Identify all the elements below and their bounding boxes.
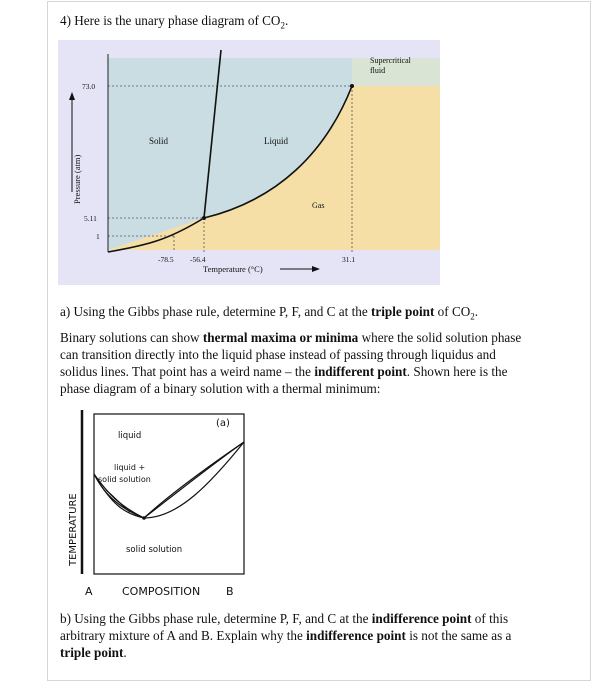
part-a-line-2: can transition directly into the liquid … — [60, 347, 496, 362]
solid-liquid-region — [108, 58, 352, 250]
supercritical-label-1: Supercritical — [370, 56, 412, 65]
two-phase-label-1: liquid + — [114, 463, 145, 472]
pressure-tick-511: 5.11 — [84, 214, 97, 223]
pressure-tick-1: 1 — [96, 232, 100, 241]
solid-label: Solid — [149, 136, 169, 146]
sublimation-curve — [107, 217, 205, 253]
temperature-axis-label: Temperature (°C) — [203, 264, 263, 274]
pressure-tick-73: 73.0 — [82, 82, 95, 91]
pressure-axis-label: Pressure (atm) — [72, 154, 82, 204]
temp-tick-785: -78.5 — [158, 255, 174, 264]
vaporization-curve — [203, 85, 353, 219]
temp-tick-564: -56.4 — [190, 255, 206, 264]
gas-label: Gas — [312, 201, 324, 210]
page-border — [47, 1, 591, 681]
x-left-label: A — [85, 585, 93, 598]
triple-point — [202, 216, 206, 220]
part-a-question: a) Using the Gibbs phase rule, determine… — [60, 304, 479, 322]
part-a-line-1: Binary solutions can show thermal maxima… — [60, 330, 522, 345]
melting-curve — [203, 49, 222, 219]
gas-region — [108, 58, 440, 250]
binary-phase-diagram: (a) liquid liquid + solid solution solid… — [68, 410, 245, 598]
composition-label: COMPOSITION — [122, 585, 200, 598]
two-phase-label-2: solid solution — [98, 475, 151, 484]
pointer-line — [105, 489, 131, 513]
part-b-line-1: b) Using the Gibbs phase rule, determine… — [60, 611, 509, 626]
supercritical-region — [352, 58, 440, 86]
solidus-curve — [93, 441, 245, 519]
temp-tick-311: 31.1 — [342, 255, 355, 264]
diagram-box — [93, 413, 245, 575]
indifferent-point — [142, 516, 146, 520]
dashed-guides — [108, 85, 353, 252]
temperature-axis-label: TEMPERATURE — [68, 493, 79, 567]
temperature-arrowhead — [312, 266, 320, 272]
part-a-line-3: solidus lines. That point has a weird na… — [60, 364, 508, 379]
part-a-line-4: phase diagram of a binary solution with … — [60, 381, 381, 396]
co2-phase-diagram: Solid Liquid Gas Supercritical fluid 73.… — [58, 40, 440, 285]
question-4-heading: 4) Here is the unary phase diagram of CO… — [60, 13, 289, 31]
liquid-label: Liquid — [264, 136, 288, 146]
part-b-line-3: triple point. — [60, 645, 127, 660]
part-b-line-2: arbitrary mixture of A and B. Explain wh… — [60, 628, 512, 643]
pressure-arrowhead — [69, 92, 75, 100]
critical-point — [350, 84, 354, 88]
panel-label: (a) — [216, 418, 230, 429]
liquid-region-label: liquid — [118, 431, 141, 441]
x-right-label: B — [226, 585, 234, 598]
solid-solution-label: solid solution — [126, 545, 182, 555]
supercritical-label-2: fluid — [370, 66, 385, 75]
